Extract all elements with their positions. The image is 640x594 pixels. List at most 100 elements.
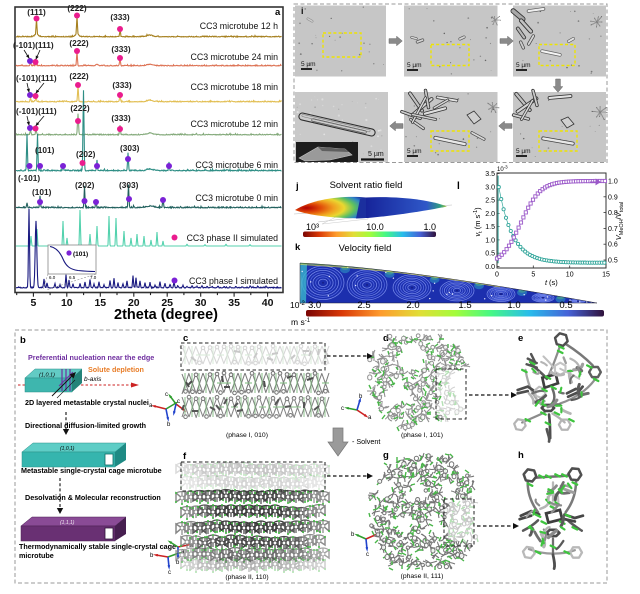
svg-text:e: e (518, 333, 523, 344)
svg-text:1.0: 1.0 (485, 237, 495, 244)
svg-text:Solvent ratio field: Solvent ratio field (330, 180, 403, 191)
svg-text:0.0: 0.0 (485, 264, 495, 271)
svg-text:(1,0,1): (1,0,1) (39, 373, 55, 379)
svg-text:(-101)(111): (-101)(111) (16, 106, 57, 116)
svg-text:(303): (303) (120, 143, 140, 153)
svg-text:CC3 phase II simulated: CC3 phase II simulated (187, 233, 279, 243)
svg-text:2.0: 2.0 (406, 300, 419, 311)
svg-text:Thermodynamically stable sing: Thermodynamically stable single-crystal … (19, 542, 176, 551)
svg-text:0.5: 0.5 (559, 300, 572, 311)
svg-text:(s): (s) (549, 278, 558, 287)
svg-text:h: h (518, 450, 524, 461)
svg-text:2.5: 2.5 (485, 198, 495, 205)
svg-text:j: j (295, 181, 299, 192)
svg-text:3.5: 3.5 (485, 171, 495, 178)
svg-text:CC3 microtube 12 h: CC3 microtube 12 h (200, 21, 278, 31)
svg-text:5 µm: 5 µm (368, 151, 384, 158)
svg-text:10-2: 10-2 (290, 300, 305, 310)
svg-text:b: b (167, 422, 171, 428)
svg-text:b: b (176, 560, 180, 566)
svg-text:(1,1,1): (1,1,1) (60, 520, 75, 526)
svg-text:0.6: 0.6 (608, 242, 618, 249)
svg-text:(phase II, 110): (phase II, 110) (225, 574, 268, 581)
svg-text:(202): (202) (75, 180, 95, 190)
svg-text:2.5: 2.5 (357, 300, 370, 311)
svg-text:(-101): (-101) (18, 173, 40, 183)
svg-text:0: 0 (495, 272, 499, 279)
svg-text:b: b (359, 394, 363, 400)
svg-text:k: k (295, 242, 301, 253)
svg-text:b: b (20, 335, 26, 346)
svg-text:1.5: 1.5 (485, 224, 495, 231)
svg-text:10: 10 (61, 297, 73, 309)
svg-text:35: 35 (228, 297, 240, 309)
svg-text:a: a (368, 415, 372, 421)
svg-text:10³: 10³ (306, 222, 319, 232)
svg-text:CC3 microtube 24 min: CC3 microtube 24 min (190, 52, 278, 62)
svg-text:15: 15 (602, 272, 610, 279)
svg-text:3.0: 3.0 (485, 184, 495, 191)
svg-text:(202): (202) (76, 149, 96, 159)
svg-text:6.0: 6.0 (49, 275, 56, 280)
svg-text:5 µm: 5 µm (516, 148, 531, 155)
svg-text:microtube: microtube (19, 551, 54, 560)
svg-text:2theta (degree): 2theta (degree) (114, 307, 218, 323)
svg-text:0.9: 0.9 (608, 194, 618, 201)
svg-text:15: 15 (94, 297, 106, 309)
svg-text:(phase I, 101): (phase I, 101) (401, 432, 443, 439)
svg-text:(101): (101) (32, 187, 52, 197)
svg-text:(303): (303) (119, 180, 139, 190)
svg-text:b-axis: b-axis (84, 376, 102, 383)
svg-text:Metastable single-crystal cag: Metastable single-crystal cage microtube (21, 466, 162, 475)
svg-text:Preferential nucleation near t: Preferential nucleation near the edge (28, 353, 154, 362)
svg-text:1.0: 1.0 (423, 222, 436, 232)
svg-text:1.0: 1.0 (507, 300, 520, 311)
svg-text:5 µm: 5 µm (407, 62, 422, 69)
svg-text:(222): (222) (69, 38, 89, 48)
svg-text:(333): (333) (110, 12, 130, 22)
svg-text:0.7: 0.7 (608, 226, 618, 233)
svg-text:(333): (333) (112, 80, 132, 90)
svg-text:c: c (366, 552, 369, 558)
svg-text:(333): (333) (111, 113, 131, 123)
svg-text:(222): (222) (67, 3, 87, 13)
svg-text:m s-1: m s-1 (291, 317, 311, 327)
svg-text:VMeOH/Vtotal: VMeOH/Vtotal (614, 202, 625, 240)
svg-text:Velocity field: Velocity field (339, 243, 392, 254)
svg-text:1.0: 1.0 (608, 179, 618, 186)
svg-text:c: c (168, 570, 171, 576)
svg-text:0.5: 0.5 (485, 251, 495, 258)
svg-text:CC3 microtube 12 min: CC3 microtube 12 min (190, 119, 278, 129)
svg-text:g: g (383, 450, 389, 461)
svg-text:b: b (150, 553, 154, 559)
svg-text:- Solvent: - Solvent (352, 437, 380, 446)
svg-text:b: b (351, 532, 355, 538)
svg-text:(phase I, 010): (phase I, 010) (226, 432, 268, 439)
svg-text:5 µm: 5 µm (516, 62, 531, 69)
svg-text:(-101)(111): (-101)(111) (16, 73, 57, 83)
svg-text:2D layered metastable crystal: 2D layered metastable crystal nuclei (25, 398, 149, 407)
svg-text:(101): (101) (35, 145, 55, 155)
svg-text:0.5: 0.5 (608, 258, 618, 265)
svg-text:CC3 microtube 6 min: CC3 microtube 6 min (195, 160, 278, 170)
svg-text:(222): (222) (70, 103, 90, 113)
svg-text:CC3 phase I simulated: CC3 phase I simulated (189, 276, 278, 286)
svg-text:5 µm: 5 µm (407, 148, 422, 155)
svg-text:1.5: 1.5 (458, 300, 471, 311)
svg-text:40: 40 (262, 297, 274, 309)
svg-text:(111): (111) (27, 7, 46, 17)
svg-text:(phase II, 111): (phase II, 111) (401, 573, 444, 580)
svg-text:10: 10 (566, 272, 574, 279)
svg-text:c: c (183, 333, 188, 344)
svg-text:Desolvation & Molecular reco: Desolvation & Molecular reconstruction (25, 493, 161, 502)
svg-text:(333): (333) (111, 44, 131, 54)
svg-text:(101): (101) (73, 251, 88, 258)
svg-text:CC3 microtube 0 min: CC3 microtube 0 min (195, 193, 278, 203)
svg-text:10-3: 10-3 (497, 165, 508, 174)
svg-text:(-101)(111): (-101)(111) (13, 40, 54, 50)
svg-text:5 µm: 5 µm (301, 61, 316, 68)
svg-text:a: a (275, 7, 281, 18)
svg-text:Solute depletion: Solute depletion (88, 365, 144, 374)
svg-text:t: t (545, 278, 548, 287)
svg-text:3.0: 3.0 (308, 300, 321, 311)
